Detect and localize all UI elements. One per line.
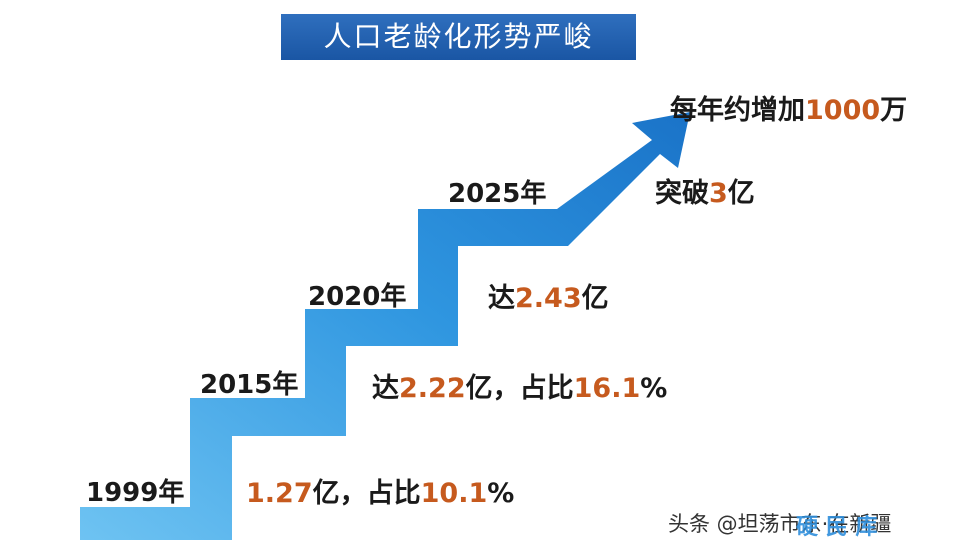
desc-1999-part-1: 亿，占比 bbox=[312, 478, 421, 509]
desc-2015-part-1: 2.22 bbox=[399, 373, 466, 404]
desc-2015-part-0: 达 bbox=[372, 373, 399, 404]
desc-1999-part-0: 1.27 bbox=[246, 478, 313, 509]
year-label-2015: 2015年 bbox=[200, 370, 299, 400]
arrow-note-part-0: 每年约增加 bbox=[670, 95, 805, 126]
desc-2020: 达2.43亿 bbox=[488, 276, 609, 315]
desc-2025: 突破3亿 bbox=[655, 171, 755, 210]
page-title: 人口老龄化形势严峻 bbox=[323, 20, 594, 53]
desc-1999: 1.27亿，占比10.1% bbox=[246, 471, 514, 510]
desc-2015-part-3: 16.1 bbox=[573, 373, 641, 404]
source-credit: 头条 @坦荡市东·在新疆 bbox=[668, 512, 892, 536]
desc-2015-part-4: % bbox=[640, 373, 668, 404]
desc-2020-part-0: 达 bbox=[488, 283, 515, 314]
desc-2025-part-1: 3 bbox=[709, 178, 728, 209]
desc-2025-part-2: 亿 bbox=[727, 178, 755, 209]
arrow-note: 每年约增加1000万 bbox=[670, 88, 907, 127]
desc-2020-part-1: 2.43 bbox=[515, 283, 582, 314]
desc-2020-part-2: 亿 bbox=[581, 283, 609, 314]
desc-2015-part-2: 亿，占比 bbox=[465, 373, 574, 404]
year-label-2025: 2025年 bbox=[448, 179, 547, 209]
year-label-1999: 1999年 bbox=[86, 478, 185, 508]
year-label-2020: 2020年 bbox=[308, 282, 407, 312]
desc-1999-part-2: 10.1 bbox=[420, 478, 488, 509]
arrow-note-part-2: 万 bbox=[880, 95, 908, 126]
arrow-note-part-1: 1000 bbox=[805, 95, 881, 126]
desc-2015: 达2.22亿，占比16.1% bbox=[372, 366, 667, 405]
title-banner: 人口老龄化形势严峻 bbox=[281, 14, 636, 60]
desc-1999-part-3: % bbox=[487, 478, 515, 509]
watermark: 硬 民 库 bbox=[796, 515, 878, 540]
staircase-arrow bbox=[80, 112, 690, 540]
desc-2025-part-0: 突破 bbox=[655, 178, 709, 209]
